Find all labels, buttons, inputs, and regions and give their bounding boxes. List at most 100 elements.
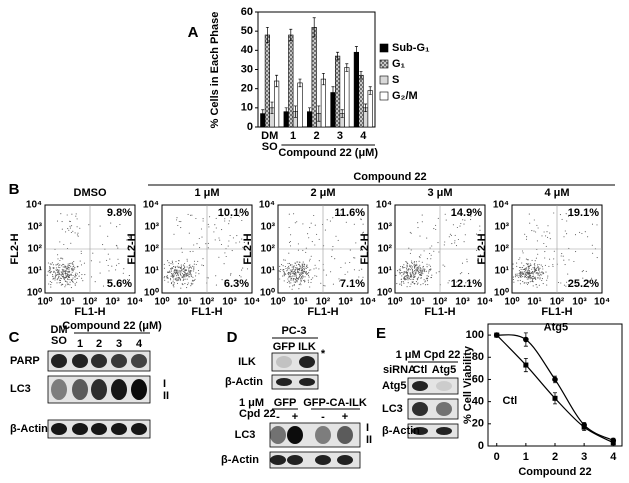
event-dot <box>72 262 74 264</box>
event-dot <box>109 258 111 260</box>
legend-swatch <box>379 75 389 85</box>
event-dot <box>199 247 201 249</box>
y-tick-label: 10² <box>28 244 43 255</box>
event-dot <box>297 249 299 251</box>
event-dot <box>525 238 528 240</box>
event-dot <box>60 257 62 259</box>
event-dot <box>421 261 423 263</box>
plot-title: 4 μM <box>544 187 569 199</box>
event-dot <box>402 267 404 269</box>
event-dot <box>69 281 71 283</box>
event-dot <box>418 260 420 262</box>
event-dot <box>296 281 298 283</box>
row-label: β-Actin <box>221 454 259 466</box>
event-dot <box>65 275 67 277</box>
event-dot <box>470 219 472 221</box>
event-dot <box>438 271 440 273</box>
event-dot <box>53 277 55 279</box>
blot-band <box>131 379 147 400</box>
event-dot <box>61 265 63 267</box>
event-dot <box>540 264 542 266</box>
event-dot <box>63 270 65 272</box>
event-dot <box>239 275 241 277</box>
event-dot <box>286 281 288 284</box>
event-dot <box>310 281 312 284</box>
event-dot <box>69 220 71 222</box>
y-tick-label: 100 <box>466 329 484 341</box>
plot-title: 1 μM <box>194 187 219 199</box>
event-dot <box>525 271 527 273</box>
x-tick-label: 10⁰ <box>37 297 52 308</box>
event-dot <box>70 265 72 267</box>
blot-band <box>72 379 88 400</box>
event-dot <box>431 274 433 276</box>
event-dot <box>193 267 195 269</box>
row-label: siRNA <box>383 364 416 376</box>
event-dot <box>543 242 545 245</box>
error-bar <box>261 109 265 118</box>
x-tick-label: 10⁰ <box>154 297 169 308</box>
event-dot <box>527 276 529 279</box>
event-dot <box>406 265 408 267</box>
event-dot <box>347 271 349 273</box>
event-dot <box>332 283 334 285</box>
event-dot <box>561 253 563 255</box>
event-dot <box>547 275 549 277</box>
event-dot <box>46 274 48 276</box>
event-dot <box>447 282 449 284</box>
event-dot <box>354 257 356 259</box>
event-dot <box>300 278 302 280</box>
event-dot <box>70 262 72 264</box>
error-bar <box>364 103 368 113</box>
event-dot <box>167 277 169 279</box>
event-dot <box>520 271 522 273</box>
event-dot <box>420 271 422 273</box>
event-dot <box>288 241 291 244</box>
event-dot <box>406 264 408 266</box>
event-dot <box>411 274 413 276</box>
event-dot <box>65 269 67 271</box>
event-dot <box>416 266 418 268</box>
event-dot <box>223 263 225 265</box>
event-dot <box>360 281 362 283</box>
event-dot <box>175 273 177 275</box>
event-dot <box>399 273 401 275</box>
event-dot <box>435 272 437 274</box>
event-dot <box>417 269 419 271</box>
x-axis-label: FL1-H <box>541 306 572 318</box>
event-dot <box>171 275 173 277</box>
x-axis-label: Compound 22 (μM) <box>278 147 378 159</box>
event-dot <box>570 215 572 217</box>
error-bar <box>359 71 363 80</box>
event-dot <box>173 271 176 273</box>
event-dot <box>464 219 466 221</box>
event-dot <box>526 282 528 284</box>
event-dot <box>173 286 175 288</box>
event-dot <box>65 231 67 233</box>
event-dot <box>529 271 531 273</box>
event-dot <box>62 276 64 278</box>
event-dot <box>76 226 78 228</box>
y-tick-label: 10² <box>495 244 510 255</box>
y-tick-label: 10⁰ <box>144 288 159 299</box>
event-dot <box>173 266 175 268</box>
bar <box>288 34 294 128</box>
event-dot <box>192 265 194 267</box>
event-dot <box>331 249 333 251</box>
y-tick-label: 0 <box>478 440 484 452</box>
blot-band <box>412 427 428 435</box>
event-dot <box>542 271 544 274</box>
event-dot <box>294 272 296 274</box>
event-dot <box>302 223 304 225</box>
event-dot <box>190 285 192 287</box>
event-dot <box>172 285 174 287</box>
event-dot <box>72 274 74 277</box>
event-dot <box>50 286 52 288</box>
event-dot <box>531 268 533 270</box>
event-dot <box>400 283 402 285</box>
event-dot <box>563 284 565 286</box>
event-dot <box>170 268 172 270</box>
event-dot <box>69 274 72 276</box>
event-dot <box>412 272 414 275</box>
event-dot <box>186 287 188 289</box>
